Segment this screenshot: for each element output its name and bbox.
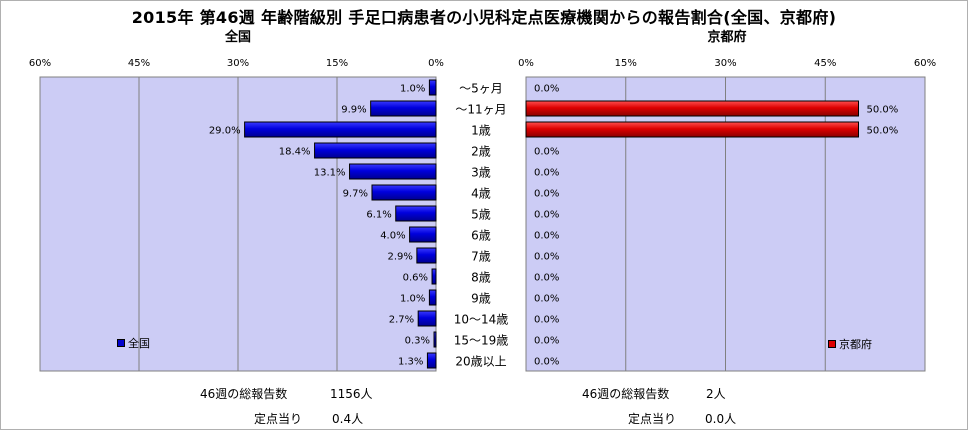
national-bar [426,352,437,369]
national-legend-label: 全国 [128,337,150,350]
national-bar [416,247,437,264]
national-bar [409,226,437,243]
national-bar [314,142,437,159]
national-per-site-label: 定点当り [254,412,303,426]
age-category-label: 5歳 [471,208,491,222]
age-category-label: 8歳 [471,271,491,285]
age-category-label: 1歳 [471,124,491,138]
kyoto-x-tick-label: 60% [914,58,936,69]
kyoto-data-label: 0.0% [534,294,559,305]
national-data-label: 29.0% [209,126,241,137]
kyoto-data-label: 0.0% [534,273,559,284]
kyoto-legend: 京都府 [828,336,872,352]
age-category-label: 2歳 [471,145,491,159]
national-bar [428,289,437,306]
kyoto-chart-title: 京都府 [707,30,747,45]
kyoto-bar [525,100,859,117]
national-x-tick-label: 45% [128,58,150,69]
national-data-label: 0.3% [405,336,430,347]
kyoto-data-label: 0.0% [534,168,559,179]
kyoto-data-label: 0.0% [534,84,559,95]
kyoto-x-tick-label: 45% [814,58,836,69]
age-category-label: 6歳 [471,229,491,243]
national-x-tick-label: 15% [326,58,348,69]
national-data-label: 9.7% [343,189,368,200]
national-chart-title: 全国 [224,30,251,45]
age-category-label: 10～14歳 [454,313,509,327]
national-per-site-value: 0.4人 [332,412,364,426]
national-legend-swatch [117,339,125,347]
kyoto-x-tick-label: 0% [518,58,534,69]
national-x-tick-label: 0% [428,58,444,69]
kyoto-per-site-label: 定点当り [628,412,677,426]
kyoto-x-tick-label: 30% [714,58,736,69]
national-bar [428,79,437,96]
national-data-label: 0.6% [403,273,428,284]
kyoto-data-label: 0.0% [534,357,559,368]
age-category-label: 20歳以上 [455,355,506,369]
national-data-label: 13.1% [314,168,346,179]
chart-title: 2015年 第46週 年齢階級別 手足口病患者の小児科定点医療機関からの報告割合… [131,8,837,27]
kyoto-bar [525,121,859,138]
kyoto-total-value: 2人 [706,387,726,401]
national-data-label: 1.0% [400,84,425,95]
national-bar [370,100,437,117]
kyoto-data-label: 0.0% [534,210,559,221]
kyoto-data-label: 0.0% [534,189,559,200]
national-bar [431,268,437,285]
kyoto-data-label: 0.0% [534,231,559,242]
national-bar [371,184,437,201]
national-bar [433,331,437,348]
national-data-label: 1.3% [398,357,423,368]
age-category-label: ～11ヶ月 [455,103,506,117]
national-x-tick-label: 60% [29,58,51,69]
age-category-label: 3歳 [471,166,491,180]
kyoto-data-label: 0.0% [534,252,559,263]
age-category-label: 4歳 [471,187,491,201]
national-bar [395,205,437,222]
kyoto-legend-label: 京都府 [839,338,872,351]
kyoto-data-label: 50.0% [867,126,899,137]
national-data-label: 4.0% [380,231,405,242]
kyoto-data-label: 0.0% [534,147,559,158]
national-data-label: 18.4% [279,147,311,158]
kyoto-total-label: 46週の総報告数 [582,387,670,401]
age-category-label: ～5ヶ月 [459,82,503,96]
kyoto-data-label: 50.0% [867,105,899,116]
national-bar [349,163,437,180]
kyoto-legend-swatch [828,340,836,348]
national-total-label: 46週の総報告数 [200,387,288,401]
kyoto-per-site-value: 0.0人 [705,412,737,426]
age-category-label: 9歳 [471,292,491,306]
national-x-tick-label: 30% [227,58,249,69]
national-bar [244,121,437,138]
age-category-label: 15～19歳 [454,334,509,348]
national-legend: 全国 [117,335,150,351]
national-data-label: 2.7% [389,315,414,326]
national-data-label: 1.0% [400,294,425,305]
kyoto-data-label: 0.0% [534,315,559,326]
age-category-label: 7歳 [471,250,491,264]
national-bar [417,310,437,327]
national-data-label: 9.9% [341,105,366,116]
national-total-value: 1156人 [330,387,373,401]
kyoto-data-label: 0.0% [534,336,559,347]
national-data-label: 6.1% [366,210,391,221]
kyoto-x-tick-label: 15% [615,58,637,69]
national-data-label: 2.9% [387,252,412,263]
